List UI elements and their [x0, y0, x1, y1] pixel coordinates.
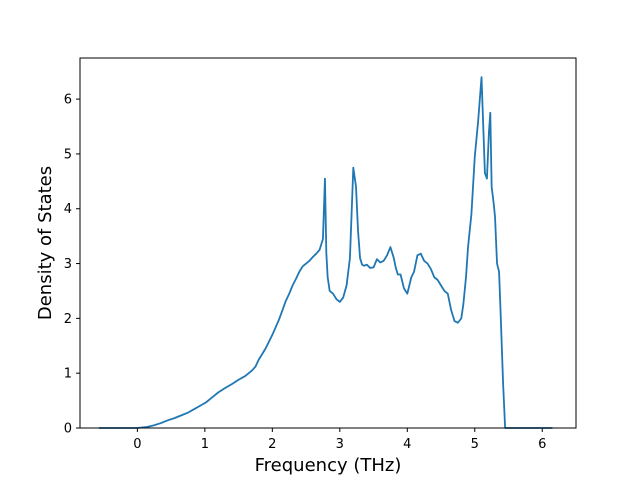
x-tick-label: 6: [538, 437, 546, 452]
y-tick-label: 4: [64, 202, 72, 217]
x-tick-label: 5: [471, 437, 479, 452]
y-tick-label: 3: [64, 257, 72, 272]
plot-background: [80, 58, 576, 428]
dos-series-line: [98, 76, 553, 429]
x-tick-label: 1: [201, 437, 209, 452]
y-tick-label: 1: [64, 367, 72, 382]
x-tick-label: 3: [336, 437, 344, 452]
y-tick-label: 5: [64, 147, 72, 162]
x-axis-title: Frequency (THz): [255, 455, 402, 476]
y-axis: 0 1 2 3 4 5 6: [64, 93, 80, 437]
y-tick-label: 6: [64, 93, 72, 108]
plot-frame: [79, 57, 577, 429]
x-tick-label: 4: [403, 437, 411, 452]
x-tick-label: 2: [268, 437, 276, 452]
y-tick-label: 2: [64, 312, 72, 327]
y-axis-title: Density of States: [35, 166, 56, 320]
x-axis: 0 1 2 3 4 5 6: [133, 428, 546, 452]
x-tick-label: 0: [133, 437, 141, 452]
y-tick-label: 0: [64, 422, 72, 437]
